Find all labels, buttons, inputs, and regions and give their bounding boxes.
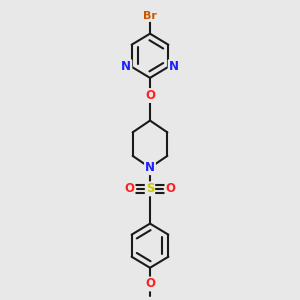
Text: N: N xyxy=(169,60,179,73)
Text: O: O xyxy=(145,278,155,290)
Text: Br: Br xyxy=(143,11,157,21)
Text: N: N xyxy=(145,161,155,174)
Text: N: N xyxy=(121,60,131,73)
Text: O: O xyxy=(166,182,176,195)
Text: S: S xyxy=(146,182,154,195)
Text: O: O xyxy=(124,182,134,195)
Text: O: O xyxy=(145,89,155,102)
